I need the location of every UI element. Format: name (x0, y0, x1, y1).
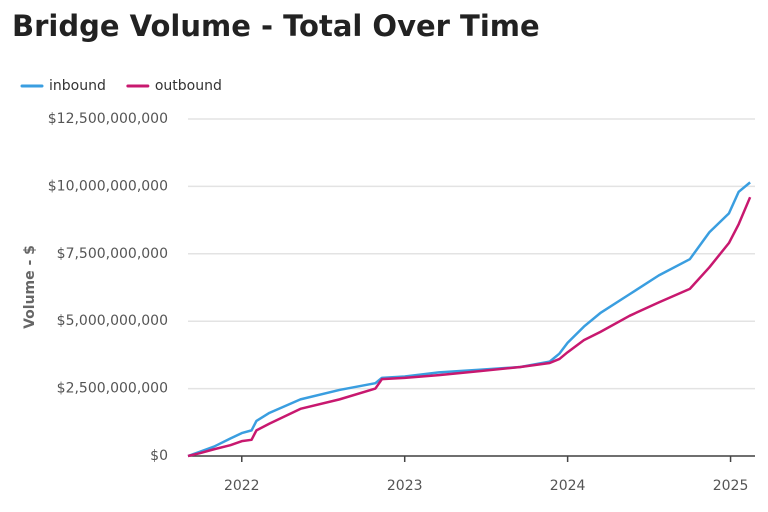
legend-label: inbound (49, 78, 106, 94)
y-tick-label: $12,500,000,000 (48, 111, 168, 127)
legend-label: outbound (155, 78, 222, 94)
y-tick-label: $7,500,000,000 (57, 246, 168, 262)
y-tick-label: $5,000,000,000 (57, 313, 168, 329)
y-tick-label: $0 (150, 448, 168, 464)
x-tick-label: 2024 (550, 478, 586, 494)
chart-title: Bridge Volume - Total Over Time (12, 9, 540, 43)
y-tick-label: $2,500,000,000 (57, 381, 168, 397)
series-line (187, 181, 751, 458)
y-axis-label: Volume - $ (22, 245, 38, 329)
x-tick-label: 2022 (224, 478, 260, 494)
x-tick-label: 2025 (713, 478, 749, 494)
y-tick-label: $10,000,000,000 (48, 178, 168, 194)
series-line (187, 196, 752, 458)
x-tick-label: 2023 (387, 478, 423, 494)
